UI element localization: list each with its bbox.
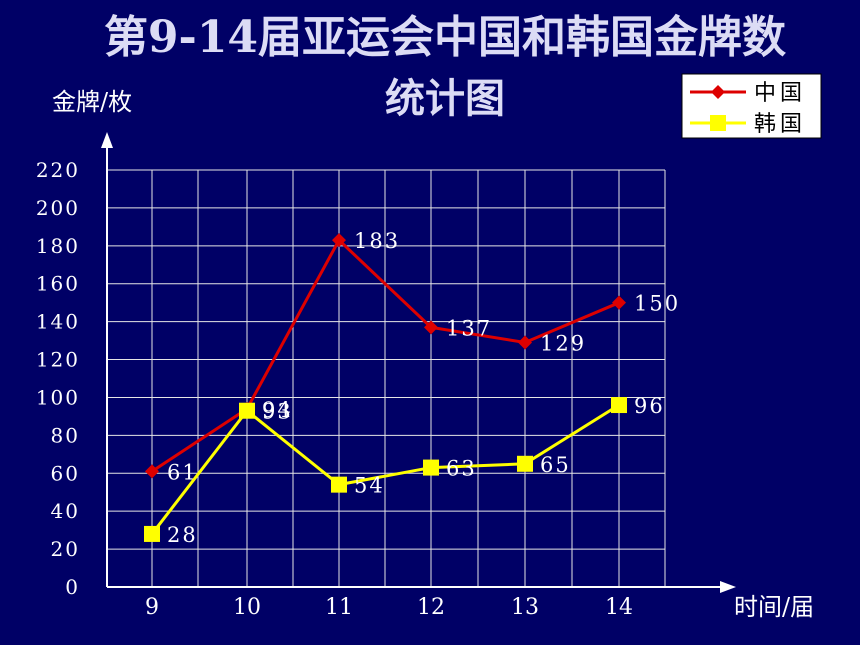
y-tick-label: 80: [51, 423, 80, 447]
axes: [101, 132, 736, 593]
y-tick-label: 160: [36, 272, 80, 296]
chart-title-line2: 统计图: [385, 75, 505, 122]
data-label: 150: [634, 292, 680, 316]
legend-box: [681, 73, 822, 139]
y-tick-label: 120: [36, 348, 80, 372]
data-label: 61: [167, 460, 198, 484]
data-point: [423, 459, 439, 476]
y-tick-label: 140: [36, 310, 80, 334]
y-tick-label: 180: [36, 234, 80, 258]
chart-title-line1: 第9-14届亚运会中国和韩国金牌数: [104, 12, 786, 63]
x-tick-label: 13: [511, 595, 539, 620]
y-tick-label: 220: [36, 158, 80, 182]
data-label: 183: [354, 229, 400, 253]
data-label: 94: [262, 398, 293, 422]
y-axis-label: 金牌/枚: [52, 88, 132, 116]
data-point: [518, 335, 532, 350]
data-point: [517, 455, 533, 472]
data-point: [424, 320, 438, 335]
data-point: [332, 233, 346, 248]
y-tick-label: 0: [65, 575, 80, 599]
legend-marker-diamond: [711, 85, 725, 99]
data-point: [331, 476, 347, 493]
y-tick-label: 100: [36, 385, 80, 409]
data-label: 137: [446, 316, 492, 340]
data-label: 129: [540, 331, 586, 355]
x-tick-label: 14: [605, 595, 633, 620]
x-tick-label: 11: [325, 595, 353, 620]
x-tick-label: 9: [145, 595, 159, 620]
data-label: 93: [262, 400, 293, 424]
data-label: 28: [167, 523, 198, 547]
data-point: [144, 525, 160, 542]
series-line-韩国: [150, 403, 620, 535]
legend-label: 中国: [754, 81, 806, 106]
x-tick-label: 10: [233, 595, 261, 620]
y-tick-label: 20: [51, 537, 80, 561]
data-point: [239, 402, 255, 419]
legend-marker-square: [710, 115, 726, 131]
y-axis-arrow: [101, 132, 113, 148]
x-axis-arrow: [720, 581, 736, 593]
data-point: [612, 295, 626, 310]
legend-label: 韩国: [754, 112, 806, 137]
y-tick-labels: 0 20 40 60 80 100 120 140 160 180 200 220: [36, 158, 80, 599]
y-tick-label: 40: [51, 499, 80, 523]
grid: [107, 169, 666, 587]
data-point: [611, 397, 627, 414]
series-line-中国: [151, 237, 620, 473]
data-label: 54: [354, 474, 385, 498]
y-tick-label: 200: [36, 196, 80, 220]
data-label: 65: [540, 453, 571, 477]
data-label: 96: [634, 394, 665, 418]
x-tick-labels: 9 10 11 12 13 14: [145, 595, 633, 620]
x-tick-label: 12: [417, 595, 445, 620]
series: 61 94 183 137 129 150 28 93 54 63 65 96: [144, 229, 680, 547]
y-tick-label: 60: [51, 461, 80, 485]
data-point: [145, 464, 159, 479]
data-label: 63: [446, 457, 477, 481]
x-axis-label: 时间/届: [734, 593, 814, 621]
